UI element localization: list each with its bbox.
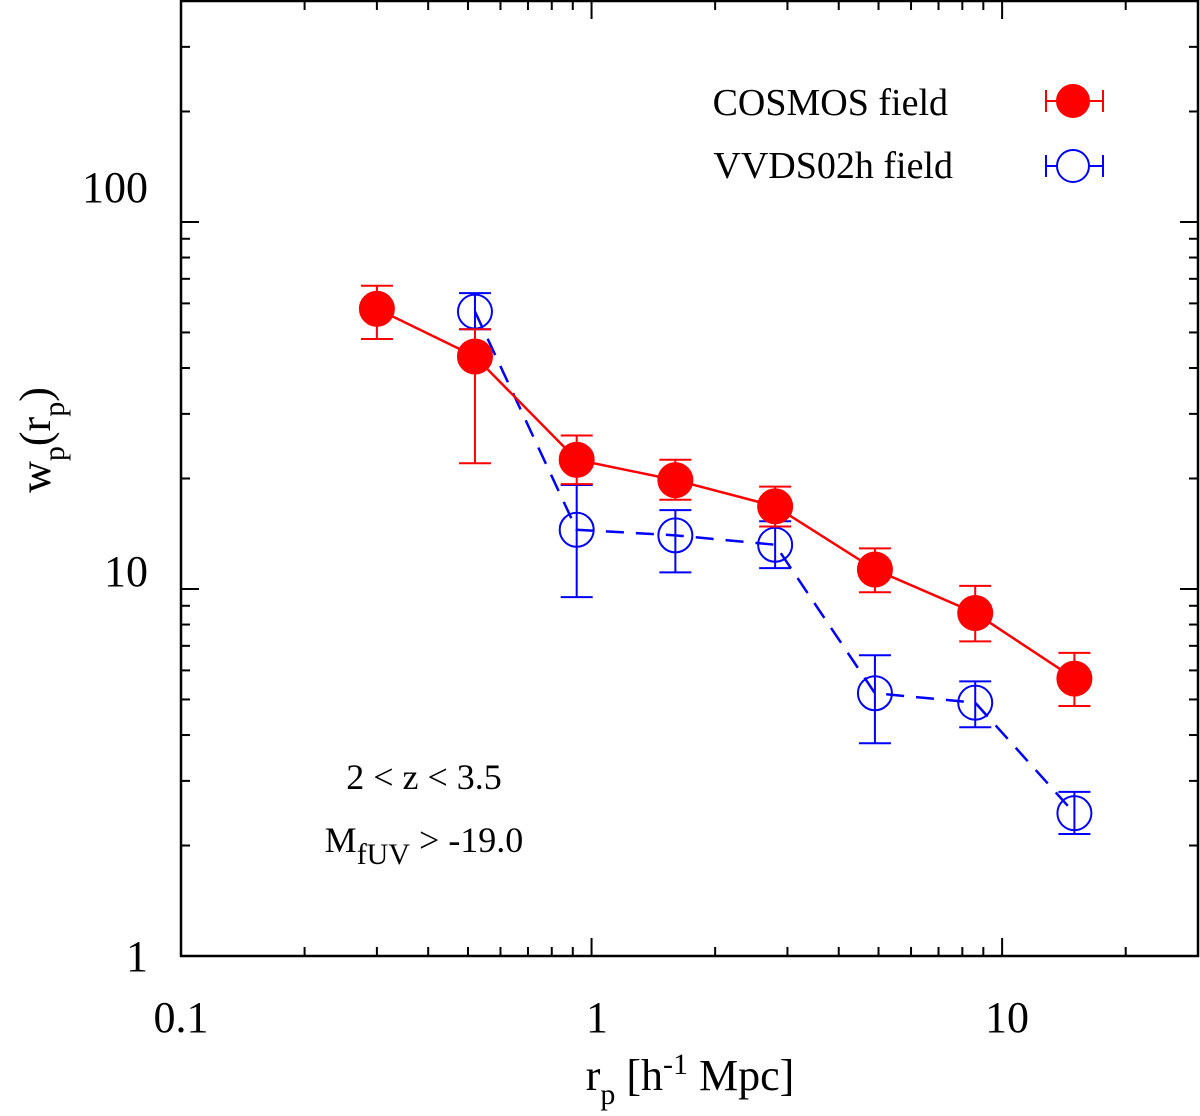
y-title-mid: (r xyxy=(11,416,60,446)
magnitude-rest: > -19.0 xyxy=(410,820,523,860)
magnitude-main: M xyxy=(325,820,357,860)
x-title-rest-b: Mpc] xyxy=(688,1051,794,1100)
y-title-sub2: p xyxy=(38,402,71,417)
legend-marker-cosmos xyxy=(1045,84,1104,118)
x-tick-label-2: 10 xyxy=(985,993,1029,1042)
data-point xyxy=(657,517,694,554)
x-tick-label-1: 1 xyxy=(586,993,608,1042)
x-title-sup: -1 xyxy=(663,1048,688,1081)
y-axis-title: wp(rp) xyxy=(11,387,71,493)
x-tick-label-0: 0.1 xyxy=(154,993,209,1042)
magnitude-annotation: MfUV > -19.0 xyxy=(325,820,524,871)
data-point xyxy=(1056,795,1093,832)
data-point xyxy=(856,675,893,712)
data-point xyxy=(757,526,794,563)
y-tick-label-1: 10 xyxy=(104,547,148,596)
data-point xyxy=(456,338,493,375)
y-title-end: ) xyxy=(11,387,60,402)
y-title-main: w xyxy=(11,461,60,493)
legend-label-cosmos: COSMOS field xyxy=(713,82,948,124)
data-point xyxy=(957,595,994,632)
x-title-sub: p xyxy=(600,1078,615,1111)
data-point xyxy=(856,551,893,588)
series-line-0 xyxy=(376,307,1076,680)
plot-frame xyxy=(179,0,1200,958)
axis-ticks xyxy=(180,0,1199,957)
y-tick-label-2: 100 xyxy=(82,163,148,212)
x-title-main: r xyxy=(586,1051,601,1100)
data-point xyxy=(657,462,694,499)
y-tick-label-0: 1 xyxy=(126,932,148,981)
series-layer xyxy=(358,284,1093,835)
redshift-annotation: 2 < z < 3.5 xyxy=(346,757,502,797)
x-title-rest-a: [h xyxy=(615,1051,663,1100)
data-point xyxy=(558,511,595,548)
x-axis-title: rp [h-1 Mpc] xyxy=(586,1048,795,1111)
y-title-sub1: p xyxy=(38,446,71,461)
data-point xyxy=(1056,660,1093,697)
legend-marker-vvds xyxy=(1045,149,1104,183)
data-point xyxy=(757,488,794,525)
series-1 xyxy=(456,292,1093,835)
data-point xyxy=(558,441,595,478)
magnitude-sub: fUV xyxy=(357,838,411,871)
legend-label-vvds: VVDS02h field xyxy=(713,145,953,187)
series-0 xyxy=(358,284,1093,707)
data-point xyxy=(358,290,395,327)
data-point xyxy=(957,684,994,721)
